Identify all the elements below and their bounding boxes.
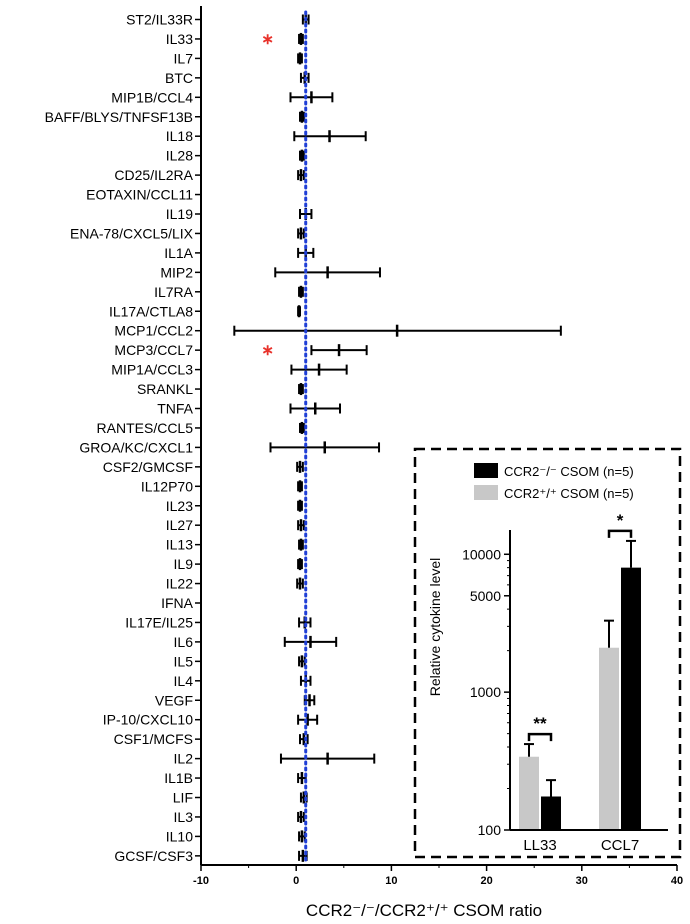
category-label: ENA-78/CXCL5/LIX	[70, 225, 194, 241]
significance-bracket	[607, 529, 633, 538]
inset-bar-chart: CCR2⁻/⁻ CSOM (n=5) CCR2⁺/⁺ CSOM (n=5) 100…	[413, 447, 682, 859]
inset-bar	[621, 567, 641, 830]
x-tick-label: 20	[480, 875, 492, 887]
category-label: MCP3/CCL7	[114, 342, 193, 358]
category-label: IL7	[174, 50, 194, 66]
category-label: IL2	[174, 751, 194, 767]
legend-swatch	[474, 463, 498, 478]
inset-bar	[599, 647, 619, 830]
category-label: IL12P70	[141, 478, 193, 494]
category-label: IL19	[166, 206, 193, 222]
inset-bar	[519, 756, 539, 830]
inset-legend: CCR2⁻/⁻ CSOM (n=5) CCR2⁺/⁺ CSOM (n=5)	[474, 463, 634, 501]
category-label: IL6	[174, 634, 194, 650]
category-label: IP-10/CXCL10	[103, 712, 193, 728]
category-label: SRANKL	[137, 381, 193, 397]
category-label: CSF2/GMCSF	[103, 459, 193, 475]
category-label: IL3	[174, 809, 194, 825]
significance-asterisk: ∗	[261, 342, 274, 359]
category-label: GROA/KC/CXCL1	[79, 439, 193, 455]
category-label: IL7RA	[154, 284, 194, 300]
category-label: CD25/IL2RA	[114, 167, 193, 183]
category-label: IL4	[174, 673, 194, 689]
x-tick-label: -10	[193, 875, 209, 887]
legend-label: CCR2⁻/⁻ CSOM (n=5)	[504, 464, 634, 479]
category-label: IL22	[166, 576, 193, 592]
category-label: IL17E/IL25	[125, 614, 193, 630]
category-label: GCSF/CSF3	[114, 848, 193, 864]
category-label: IL1B	[164, 770, 193, 786]
category-label: IL27	[166, 517, 193, 533]
category-label: IL13	[166, 537, 193, 553]
x-axis-ticks: -10 0 10 20 30 40	[193, 865, 683, 887]
x-tick-label: 10	[385, 875, 397, 887]
category-label: IFNA	[161, 595, 194, 611]
category-label: IL28	[166, 148, 193, 164]
significance-label: **	[533, 714, 547, 733]
legend-label: CCR2⁺/⁺ CSOM (n=5)	[504, 486, 634, 501]
category-label: RANTES/CCL5	[97, 420, 194, 436]
inset-category-labels: LL33 CCL7	[523, 837, 639, 854]
x-tick-label: 40	[671, 875, 683, 887]
x-tick-label: 30	[576, 875, 588, 887]
category-label: MIP2	[160, 264, 193, 280]
category-label: IL5	[174, 653, 194, 669]
error-bars: ∗∗	[233, 13, 562, 862]
x-axis-title: CCR2⁻/⁻/CCR2⁺/⁺ CSOM ratio	[306, 901, 542, 920]
inset-y-tick-label: 100	[478, 822, 502, 838]
category-label: BTC	[165, 70, 193, 86]
category-label: EOTAXIN/CCL11	[86, 187, 193, 203]
inset-y-tick-label: 10000	[462, 546, 501, 562]
significance-bracket	[527, 732, 553, 742]
category-label: IL17A/CTLA8	[109, 303, 193, 319]
inset-y-axis: 100 1000 5000 10000	[462, 530, 668, 838]
category-label: VEGF	[155, 692, 193, 708]
category-label: TNFA	[157, 401, 193, 417]
category-label: IL23	[166, 498, 193, 514]
category-label: CSF1/MCFS	[114, 731, 193, 747]
inset-category-label: LL33	[523, 837, 556, 854]
inset-bars	[519, 539, 641, 830]
inset-y-axis-title: Relative cytokine level	[427, 558, 443, 697]
category-label: BAFF/BLYS/TNFSF13B	[45, 109, 193, 125]
inset-bar	[541, 796, 561, 830]
inset-y-tick-label: 5000	[470, 588, 501, 604]
inset-category-label: CCL7	[601, 837, 639, 854]
significance-brackets: ***	[527, 511, 633, 742]
inset-y-tick-label: 1000	[470, 684, 501, 700]
category-label: MCP1/CCL2	[114, 323, 193, 339]
significance-label: *	[617, 511, 624, 530]
category-label: MIP1B/CCL4	[111, 89, 193, 105]
forest-plot: ST2/IL33R IL33 IL7 BTC MIP1B/CCL4 BAFF/BLYS/T…	[45, 6, 683, 920]
category-labels: ST2/IL33R IL33 IL7 BTC MIP1B/CCL4 BAFF/BLYS/T…	[45, 12, 201, 864]
category-label: IL18	[166, 128, 193, 144]
category-label: LIF	[173, 790, 193, 806]
category-label: MIP1A/CCL3	[111, 362, 193, 378]
category-label: IL33	[166, 31, 193, 47]
legend-swatch	[474, 485, 498, 500]
category-label: IL1A	[164, 245, 193, 261]
category-label: IL9	[174, 556, 194, 572]
significance-asterisk: ∗	[261, 31, 274, 48]
category-label: IL10	[166, 828, 193, 844]
category-label: ST2/IL33R	[126, 12, 193, 28]
x-tick-label: 0	[293, 875, 299, 887]
